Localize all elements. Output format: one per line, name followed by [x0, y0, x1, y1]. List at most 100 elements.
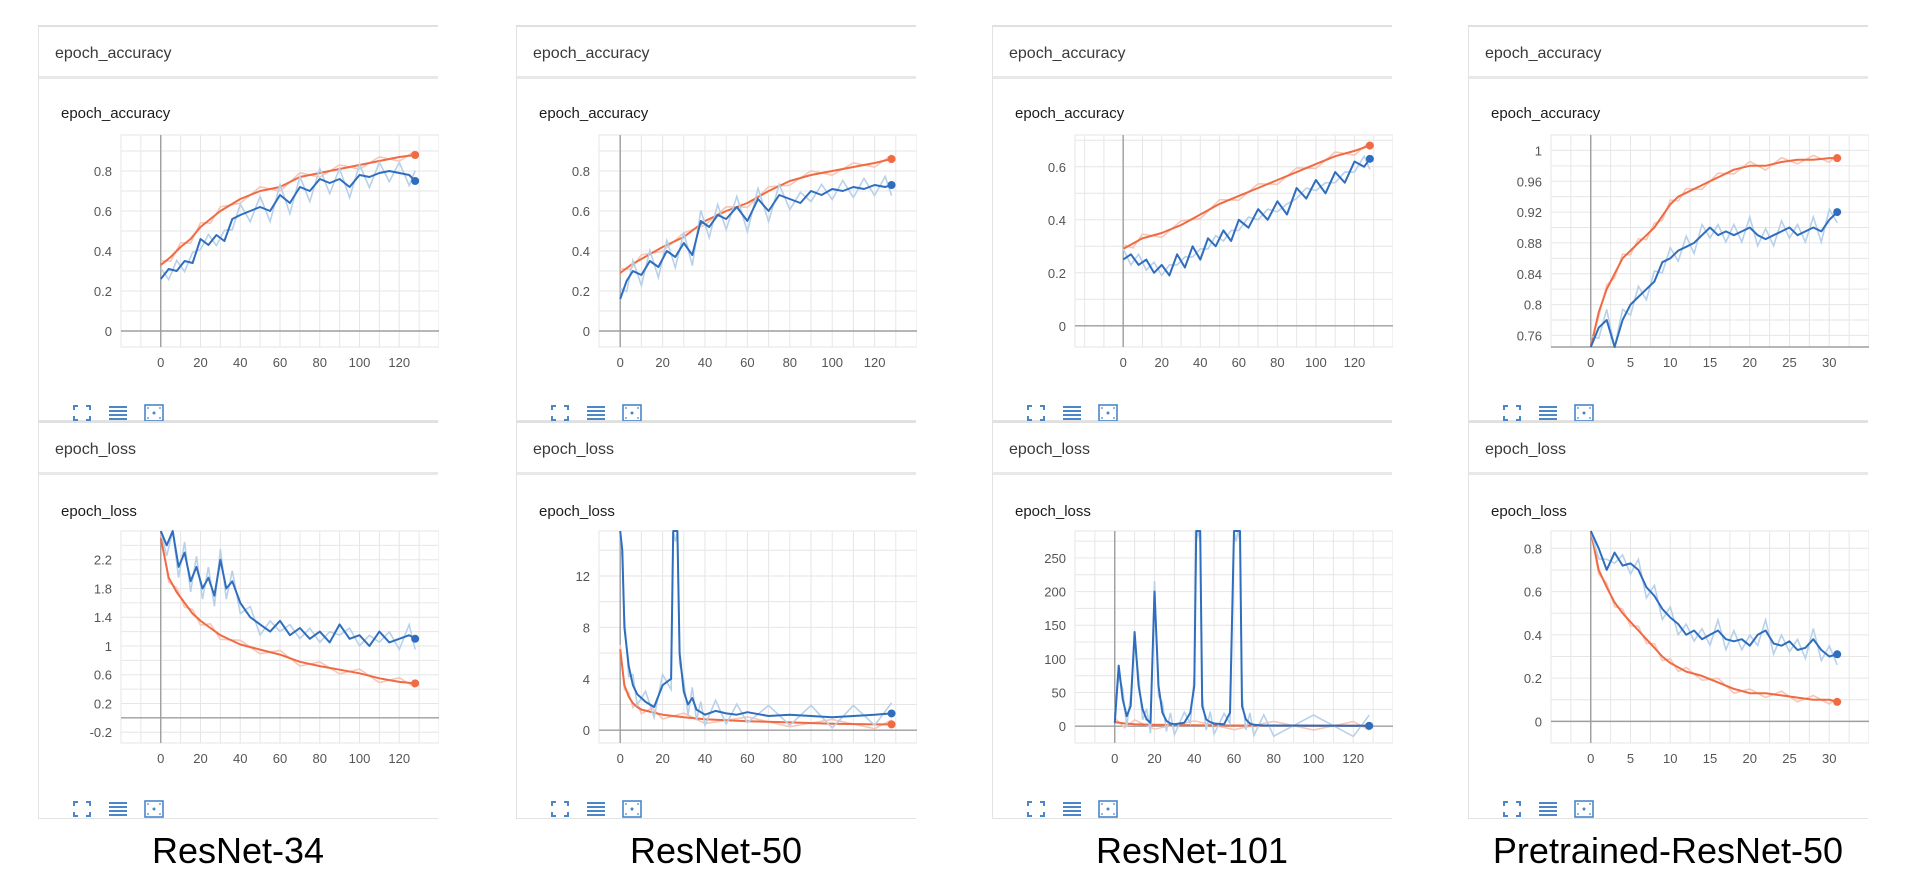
- val-series-line[interactable]: [1591, 531, 1837, 657]
- x-tick-label: 0: [157, 751, 164, 766]
- train-last-point[interactable]: [411, 679, 419, 687]
- y-tick-label: 1: [105, 639, 112, 654]
- y-tick-label: 1.8: [94, 581, 112, 596]
- loss-chart: 0 20 40 60 80 100 12004812: [517, 2, 917, 888]
- model-name-label: ResNet-50: [516, 830, 916, 872]
- val-last-point[interactable]: [1833, 650, 1841, 658]
- y-tick-label: 250: [1044, 551, 1066, 566]
- train-last-point[interactable]: [888, 720, 896, 728]
- chart-toolbar: [1025, 799, 1133, 819]
- fit-domain-icon[interactable]: [143, 799, 165, 819]
- loss-card: epoch_loss 0 5 10 15 20 25 30 0 0.2 0.4 0.6 0.8 epoch…: [1468, 421, 1868, 819]
- val-series-line[interactable]: [620, 531, 891, 717]
- fit-domain-icon[interactable]: [621, 799, 643, 819]
- x-tick-label: 80: [783, 751, 797, 766]
- y-tick-label: 8: [583, 620, 590, 635]
- y-tick-label: 200: [1044, 585, 1066, 600]
- loss-plot-area: [1551, 531, 1869, 743]
- train-last-point[interactable]: [1833, 698, 1841, 706]
- x-tick-label: 80: [1267, 751, 1281, 766]
- y-tick-label: 0.2: [94, 696, 112, 711]
- fit-domain-icon[interactable]: [1573, 799, 1595, 819]
- x-tick-label: 40: [1187, 751, 1201, 766]
- chart-toolbar: [71, 799, 179, 819]
- data-table-icon[interactable]: [1537, 799, 1559, 819]
- fit-domain-icon[interactable]: [1097, 799, 1119, 819]
- y-tick-label: 0: [1535, 714, 1542, 729]
- y-tick-label: 12: [576, 569, 590, 584]
- y-tick-label: 0.6: [1524, 585, 1542, 600]
- x-tick-label: 100: [1303, 751, 1325, 766]
- loss-plot-area: [1075, 531, 1393, 743]
- y-tick-label: 100: [1044, 652, 1066, 667]
- loss-plot-area: [121, 531, 439, 743]
- loss-chart-title: epoch_loss: [1015, 503, 1091, 520]
- loss-card: epoch_loss 0 20 40 60 80 100 120 0 4 8 12 epoch_loss: [516, 421, 916, 819]
- model-column: epoch_accuracy 0 5 10 15 20 25 30 0.76 0.8 0.84 0.8…: [1468, 0, 1868, 886]
- expand-icon[interactable]: [549, 799, 571, 819]
- x-tick-label: 80: [313, 751, 327, 766]
- x-tick-label: 100: [349, 751, 371, 766]
- train-raw-line: [161, 534, 415, 688]
- y-tick-label: 0: [583, 723, 590, 738]
- train-series-line[interactable]: [1591, 531, 1837, 702]
- x-tick-label: 25: [1782, 751, 1796, 766]
- val-series-line[interactable]: [1115, 531, 1369, 726]
- y-tick-label: 4: [583, 672, 590, 687]
- y-tick-label: 50: [1052, 686, 1066, 701]
- y-tick-label: 150: [1044, 618, 1066, 633]
- x-tick-label: 20: [1743, 751, 1757, 766]
- x-tick-label: 15: [1703, 751, 1717, 766]
- expand-icon[interactable]: [1025, 799, 1047, 819]
- loss-chart-title: epoch_loss: [61, 503, 137, 520]
- x-tick-label: 60: [273, 751, 287, 766]
- x-tick-label: 120: [1342, 751, 1364, 766]
- x-tick-label: 40: [233, 751, 247, 766]
- y-tick-label: 0.6: [94, 668, 112, 683]
- x-tick-label: 10: [1663, 751, 1677, 766]
- loss-chart: 0 5 10 15 20 25 30 0 0.2 0.4 0.6 0.8: [1469, 2, 1869, 888]
- y-tick-label: 0.2: [1524, 671, 1542, 686]
- x-tick-label: 0: [617, 751, 624, 766]
- x-tick-label: 120: [864, 751, 886, 766]
- model-name-label: ResNet-34: [38, 830, 438, 872]
- loss-chart-title: epoch_loss: [539, 503, 615, 520]
- x-tick-label: 5: [1627, 751, 1634, 766]
- y-tick-label: 1.4: [94, 610, 112, 625]
- x-tick-label: 30: [1822, 751, 1836, 766]
- x-tick-label: 40: [698, 751, 712, 766]
- model-name-label: ResNet-101: [992, 830, 1392, 872]
- x-tick-label: 60: [1227, 751, 1241, 766]
- y-tick-label: 2.2: [94, 553, 112, 568]
- data-table-icon[interactable]: [1061, 799, 1083, 819]
- x-tick-label: 20: [655, 751, 669, 766]
- loss-chart: 0 20 40 60 80 100 120 0 50 100 150 200 250: [993, 2, 1393, 888]
- model-name-label: Pretrained-ResNet-50: [1468, 830, 1868, 872]
- x-tick-label: 120: [388, 751, 410, 766]
- y-tick-label: 0.4: [1524, 628, 1542, 643]
- y-tick-label: 0: [1059, 719, 1066, 734]
- loss-chart: 0 20 40 60 80 100 120 -0.2 0.2 0.6 1 1.4 1.8 2.2: [39, 2, 439, 888]
- x-tick-label: 100: [821, 751, 843, 766]
- x-tick-label: 20: [1147, 751, 1161, 766]
- y-tick-label: -0.2: [90, 725, 112, 740]
- data-table-icon[interactable]: [107, 799, 129, 819]
- val-raw-line: [1591, 531, 1837, 665]
- chart-toolbar: [549, 799, 657, 819]
- model-column: epoch_accuracy 0 20 40 60 80 100 120 0 0.2 0.4 0.6 e…: [992, 0, 1392, 886]
- data-table-icon[interactable]: [585, 799, 607, 819]
- x-tick-label: 0: [1587, 751, 1594, 766]
- y-tick-label: 0.8: [1524, 541, 1542, 556]
- val-last-point[interactable]: [1365, 722, 1373, 730]
- chart-toolbar: [1501, 799, 1609, 819]
- x-tick-label: 20: [193, 751, 207, 766]
- expand-icon[interactable]: [71, 799, 93, 819]
- loss-card: epoch_loss 0 20 40 60 80 100 120 0 50 100 150 200 250…: [992, 421, 1392, 819]
- model-column: epoch_accuracy 0 20 40 60 80 100 120 0 0.2 0.4 0.6 0…: [38, 0, 438, 886]
- val-last-point[interactable]: [888, 709, 896, 717]
- loss-card: epoch_loss 0 20 40 60 80 100 120 -0.2 0.2 0.6 1 1.4 1…: [38, 421, 438, 819]
- loss-chart-title: epoch_loss: [1491, 503, 1567, 520]
- val-last-point[interactable]: [411, 635, 419, 643]
- expand-icon[interactable]: [1501, 799, 1523, 819]
- loss-plot-area: [599, 531, 917, 743]
